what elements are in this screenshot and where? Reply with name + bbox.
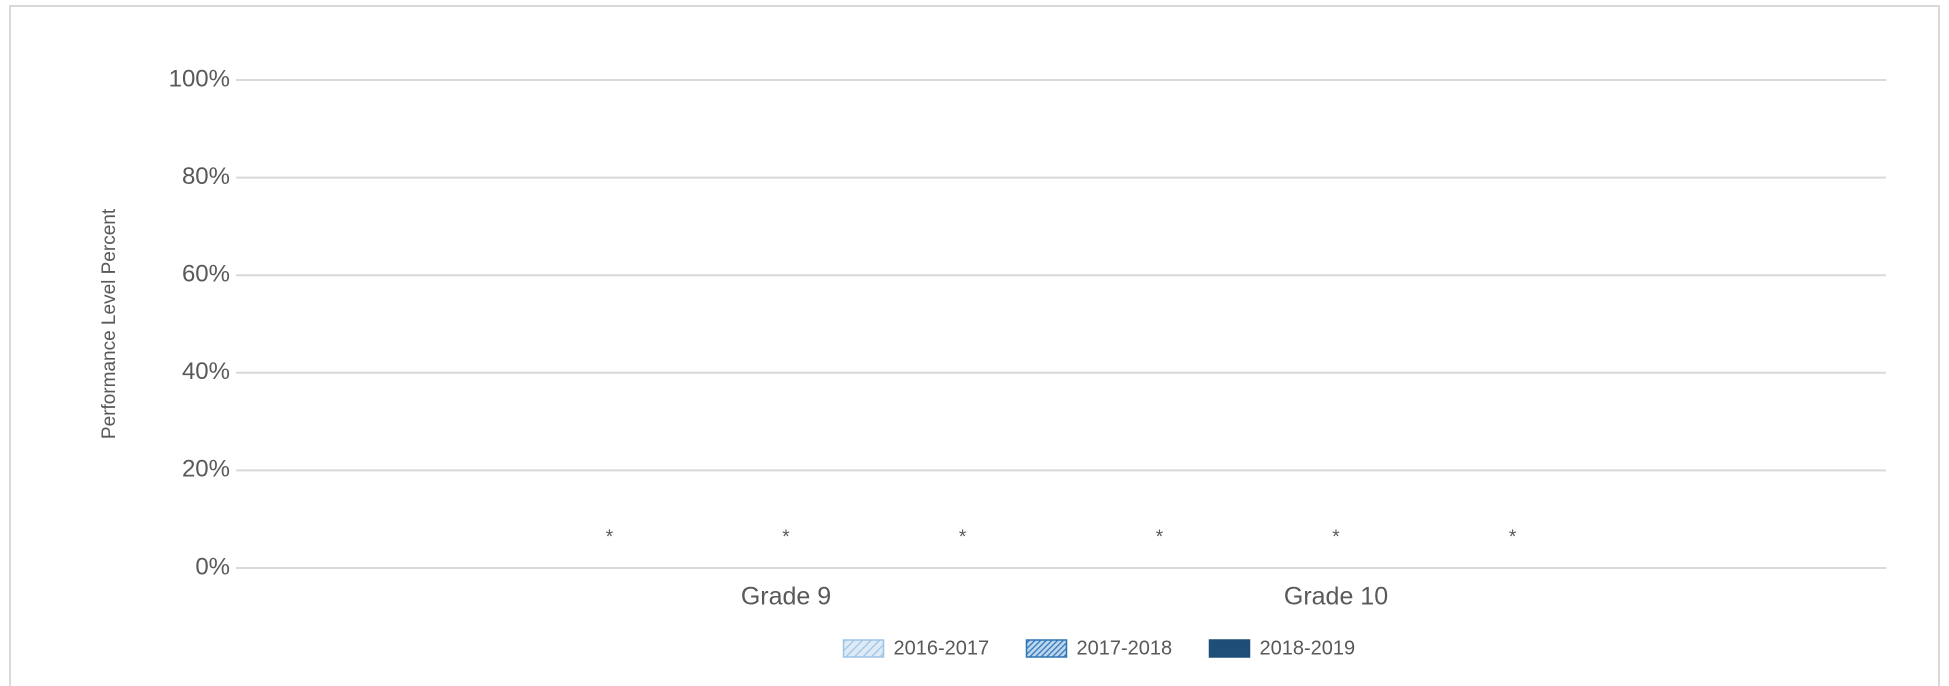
- value-label: *: [1156, 527, 1164, 548]
- y-axis-label: Performance Level Percent: [99, 208, 120, 439]
- legend-label: 2016-2017: [894, 637, 990, 659]
- legend-label: 2018-2019: [1260, 637, 1356, 659]
- x-tick-label: Grade 9: [741, 583, 831, 611]
- y-tick-label: 20%: [182, 456, 230, 483]
- x-tick-label: Grade 10: [1284, 583, 1388, 611]
- value-label: *: [1509, 527, 1517, 548]
- legend-swatch: [842, 639, 885, 658]
- value-label: *: [782, 527, 790, 548]
- y-tick-label: 40%: [182, 358, 230, 385]
- value-label: *: [959, 527, 967, 548]
- value-label: *: [606, 527, 614, 548]
- legend-swatch: [1208, 639, 1251, 658]
- chart-frame: [9, 5, 1940, 686]
- y-tick-label: 0%: [195, 553, 230, 580]
- y-tick-label: 80%: [182, 163, 230, 190]
- y-tick-label: 100%: [169, 65, 230, 92]
- legend-swatch: [1025, 639, 1068, 658]
- legend-label: 2017-2018: [1077, 637, 1173, 659]
- y-tick-label: 60%: [182, 261, 230, 288]
- value-label: *: [1332, 527, 1340, 548]
